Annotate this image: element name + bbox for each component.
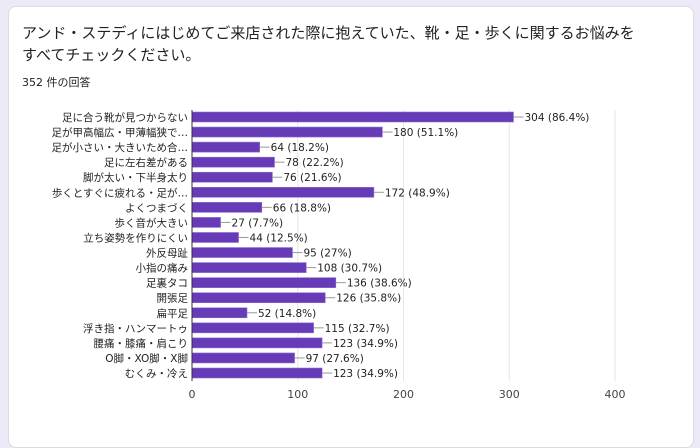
category-label: O脚・XO脚・X脚 (105, 352, 188, 365)
bar (191, 307, 248, 319)
bar (191, 126, 383, 138)
data-label: 108 (30.7%) (317, 263, 382, 275)
bar (191, 277, 337, 288)
bar (191, 322, 314, 334)
bar (191, 367, 323, 379)
category-label: 歩く音が大きい (115, 216, 189, 229)
category-label: 立ち姿勢を作りにくい (83, 231, 188, 244)
bar (191, 247, 293, 258)
x-tick-label: 400 (605, 388, 626, 401)
x-tick-label: 0 (189, 388, 196, 401)
data-label: 52 (14.8%) (258, 308, 316, 320)
x-tick-label: 100 (287, 388, 308, 401)
x-tick-label: 200 (393, 388, 414, 401)
category-label: むくみ・冷え (125, 367, 188, 380)
x-tick-label: 300 (499, 388, 520, 401)
category-label: 浮き指・ハンマートゥ (83, 322, 188, 335)
data-label: 126 (35.8%) (336, 293, 401, 305)
bar (191, 292, 326, 304)
data-label: 64 (18.2%) (271, 142, 329, 154)
category-label: 足が甲高幅広・甲薄幅狭で… (52, 126, 189, 139)
bar (191, 262, 307, 273)
bar (191, 232, 239, 243)
bar (191, 156, 275, 168)
category-label: 足に合う靴が見つからない (62, 111, 188, 124)
response-count: 352 件の回答 (22, 76, 91, 89)
question-title: アンド・ステディにはじめてご来店された際に抱えていた、靴・足・歩くに関するお悩み… (22, 24, 635, 64)
bar (191, 111, 514, 123)
category-label: 足に左右差がある (104, 156, 188, 169)
data-label: 123 (34.9%) (333, 368, 398, 380)
category-label: 歩くとすぐに疲れる・足が… (52, 186, 188, 199)
category-label: 脚が太い・下半身太り (83, 171, 188, 184)
data-label: 123 (34.9%) (333, 338, 398, 350)
question-card (8, 6, 694, 448)
data-label: 97 (27.6%) (306, 353, 364, 365)
data-label: 136 (38.6%) (347, 278, 412, 290)
bar (191, 171, 273, 183)
category-label: よくつまづく (125, 202, 188, 214)
category-label: 扁平足 (157, 307, 189, 320)
category-label: 開張足 (157, 293, 189, 305)
data-label: 172 (48.9%) (385, 187, 450, 199)
data-label: 95 (27%) (303, 248, 351, 260)
category-label: 腰痛・膝痛・肩こり (94, 337, 189, 350)
bar-chart: 0 100 200 300 400 足に合う靴が見つからない 304 (86.4%) 足が甲高… (52, 110, 626, 401)
data-label: 180 (51.1%) (393, 127, 458, 139)
data-label: 115 (32.7%) (325, 323, 390, 335)
data-label: 66 (18.8%) (273, 202, 331, 214)
bar (191, 202, 263, 213)
bar (191, 187, 375, 198)
category-label: 足が小さい・大きいため合… (52, 141, 189, 154)
data-label: 304 (86.4%) (524, 112, 589, 124)
data-label: 76 (21.6%) (283, 172, 341, 184)
data-label: 27 (7.7%) (232, 217, 284, 229)
bar (191, 217, 221, 228)
bar (191, 352, 295, 364)
category-label: 小指の痛み (136, 262, 189, 275)
category-label: 足裏タコ (146, 277, 188, 290)
bar (191, 141, 260, 153)
data-label: 78 (22.2%) (285, 157, 343, 169)
bar (191, 337, 323, 349)
data-label: 44 (12.5%) (250, 232, 308, 244)
category-label: 外反母趾 (146, 247, 188, 260)
